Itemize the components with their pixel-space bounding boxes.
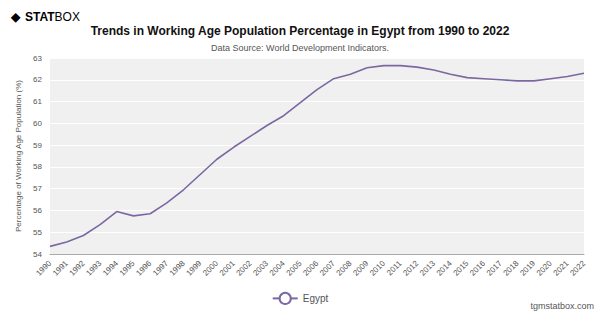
svg-text:61: 61 [33, 97, 42, 106]
svg-text:2019: 2019 [518, 258, 537, 277]
svg-text:59: 59 [33, 141, 42, 150]
svg-text:Trends in Working Age Populati: Trends in Working Age Population Percent… [91, 24, 510, 38]
svg-text:Data Source: World Development: Data Source: World Development Indicator… [211, 43, 389, 53]
svg-text:2006: 2006 [301, 258, 320, 277]
svg-text:63: 63 [33, 54, 42, 63]
svg-text:57: 57 [33, 184, 42, 193]
svg-text:2021: 2021 [552, 258, 571, 277]
svg-text:1994: 1994 [101, 258, 120, 277]
svg-text:56: 56 [33, 206, 42, 215]
svg-text:62: 62 [33, 75, 42, 84]
svg-text:2013: 2013 [418, 258, 437, 277]
svg-text:2003: 2003 [251, 258, 270, 277]
svg-text:1995: 1995 [118, 258, 137, 277]
svg-text:2008: 2008 [335, 258, 354, 277]
svg-text:STAT: STAT [25, 10, 55, 24]
svg-text:2004: 2004 [268, 258, 287, 277]
svg-text:2017: 2017 [485, 258, 504, 277]
svg-text:2002: 2002 [235, 258, 254, 277]
svg-text:1998: 1998 [168, 258, 187, 277]
svg-text:Percentage of Working Age Popu: Percentage of Working Age Population (%) [14, 80, 23, 232]
svg-text:2010: 2010 [368, 258, 387, 277]
svg-text:Egypt: Egypt [303, 293, 329, 304]
svg-text:2012: 2012 [401, 258, 420, 277]
svg-text:2000: 2000 [201, 258, 220, 277]
svg-text:2009: 2009 [351, 258, 370, 277]
svg-text:54: 54 [33, 250, 42, 259]
svg-text:2016: 2016 [468, 258, 487, 277]
svg-text:1999: 1999 [184, 258, 203, 277]
svg-text:1990: 1990 [34, 258, 53, 277]
svg-text:BOX: BOX [55, 10, 80, 24]
svg-text:1996: 1996 [134, 258, 153, 277]
svg-text:58: 58 [33, 162, 42, 171]
svg-text:55: 55 [33, 228, 42, 237]
svg-text:1997: 1997 [151, 258, 170, 277]
svg-text:2011: 2011 [385, 258, 404, 277]
svg-text:1992: 1992 [68, 258, 87, 277]
svg-text:2005: 2005 [285, 258, 304, 277]
svg-text:2001: 2001 [218, 258, 237, 277]
svg-text:60: 60 [33, 119, 42, 128]
svg-text:tgmstatbox.com: tgmstatbox.com [530, 301, 594, 311]
svg-text:2018: 2018 [502, 258, 521, 277]
svg-text:1991: 1991 [51, 258, 70, 277]
svg-text:2022: 2022 [568, 258, 587, 277]
svg-text:2007: 2007 [318, 258, 337, 277]
svg-text:1993: 1993 [84, 258, 103, 277]
svg-text:2015: 2015 [451, 258, 470, 277]
svg-text:2020: 2020 [535, 258, 554, 277]
svg-text:2014: 2014 [435, 258, 454, 277]
